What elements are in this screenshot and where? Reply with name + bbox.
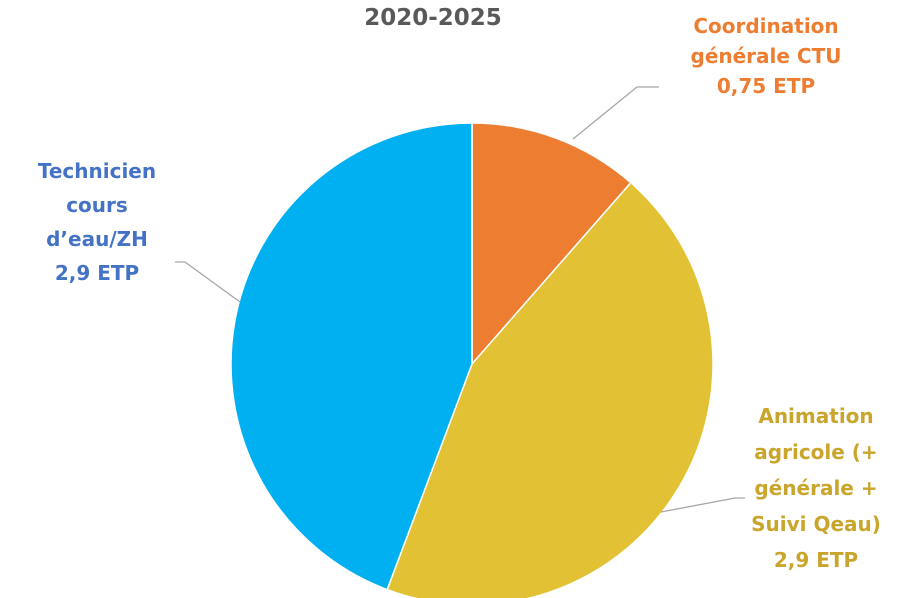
data-label-technicien: Technicien cours d’eau/ZH 2,9 ETP: [38, 159, 156, 285]
data-label-line: Animation: [758, 404, 873, 428]
pie-slices: [230, 122, 714, 598]
data-label-animation: Animation agricole (+ générale + Suivi Qeau…: [751, 404, 881, 572]
slice-labels: Coordination générale CTU 0,75 ETP Animatio…: [38, 14, 881, 572]
data-label-line: 0,75 ETP: [717, 74, 815, 98]
data-label-line: Coordination: [693, 14, 838, 38]
pie-slice-technicien: [230, 122, 473, 591]
data-label-line: agricole (+: [754, 440, 877, 464]
leader-line-technicien: [175, 261, 241, 303]
data-label-coordination: Coordination générale CTU 0,75 ETP: [691, 14, 842, 98]
data-label-line: Technicien: [38, 159, 156, 183]
data-label-line: 2,9 ETP: [774, 548, 858, 572]
chart-title: 2020-2025: [364, 5, 502, 31]
pie-slice-coordination: [471, 122, 632, 366]
leader-lines: [175, 86, 745, 513]
pie-slice-animation: [386, 181, 714, 598]
data-label-line: générale CTU: [691, 44, 842, 68]
leader-line-coordination: [572, 86, 659, 140]
data-label-line: d’eau/ZH: [46, 227, 148, 251]
data-label-line: 2,9 ETP: [55, 261, 139, 285]
data-label-line: cours: [66, 193, 128, 217]
data-label-line: générale +: [754, 476, 877, 500]
data-label-line: Suivi Qeau): [751, 512, 881, 536]
leader-line-animation: [660, 497, 745, 513]
